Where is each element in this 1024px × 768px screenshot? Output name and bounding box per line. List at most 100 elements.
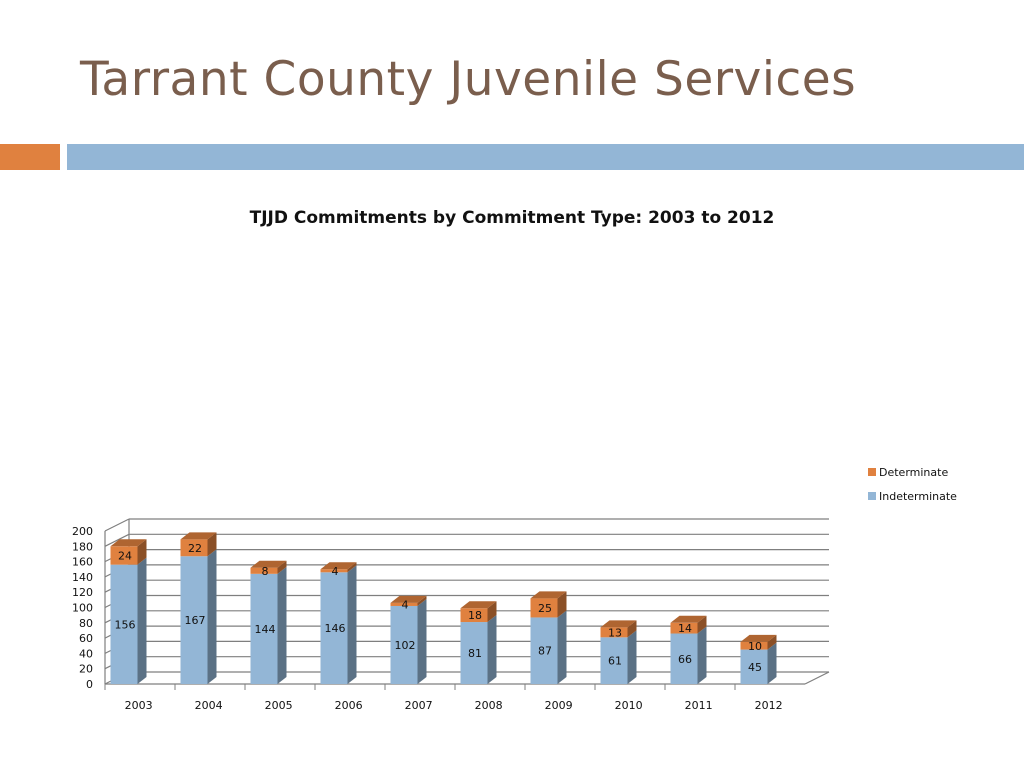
bar-segment-determinate — [320, 569, 348, 573]
bar-segment-indeterminate — [250, 573, 278, 684]
data-label: 14 — [678, 622, 692, 635]
x-tick-label: 2012 — [755, 699, 783, 712]
data-label: 25 — [538, 602, 552, 615]
x-tick-label: 2006 — [335, 699, 363, 712]
bar-segment-determinate — [110, 546, 138, 565]
x-tick-label: 2003 — [125, 699, 153, 712]
data-label: 81 — [468, 647, 482, 660]
bar-side-indeterminate — [557, 610, 567, 684]
accent-bar-orange — [0, 144, 60, 170]
legend-item-determinate: Determinate — [868, 460, 957, 484]
y-tick-label: 180 — [72, 540, 93, 553]
bar-segment-determinate — [250, 567, 278, 574]
bar-segment-indeterminate — [530, 617, 558, 684]
bar-side-indeterminate — [417, 598, 427, 684]
chart-title: TJJD Commitments by Commitment Type: 200… — [249, 208, 775, 228]
bar-segment-indeterminate — [600, 637, 628, 684]
x-tick-label: 2004 — [195, 699, 223, 712]
bar-segment-determinate — [740, 641, 768, 650]
y-tick-label: 100 — [72, 602, 93, 615]
bar-top-determinate — [320, 562, 357, 570]
bar-side-determinate — [697, 615, 707, 634]
bar-side-indeterminate — [277, 566, 287, 684]
data-label: 146 — [325, 622, 346, 635]
data-label: 13 — [608, 626, 622, 639]
bar-segment-determinate — [600, 627, 628, 638]
bar-segment-determinate — [530, 598, 558, 618]
bar-side-indeterminate — [137, 557, 147, 684]
bar-segment-indeterminate — [110, 564, 138, 684]
legend-swatch-determinate — [868, 468, 876, 476]
data-label: 156 — [115, 618, 136, 631]
accent-bar-blue — [67, 144, 1024, 170]
bar-top-determinate — [250, 560, 287, 568]
data-label: 102 — [395, 639, 416, 652]
bar-segment-determinate — [390, 602, 418, 606]
legend-label-indeterminate: Indeterminate — [879, 489, 957, 503]
y-tick-label: 80 — [79, 617, 93, 630]
y-tick-label: 160 — [72, 556, 93, 569]
bar-side-indeterminate — [767, 642, 777, 684]
bar-side-determinate — [767, 634, 777, 650]
bar-top-determinate — [390, 595, 427, 603]
legend-swatch-indeterminate — [868, 492, 876, 500]
bar-top-determinate — [460, 601, 497, 609]
data-label: 61 — [608, 655, 622, 668]
x-tick-label: 2011 — [685, 699, 713, 712]
bar-segment-indeterminate — [460, 622, 488, 684]
bar-segment-indeterminate — [740, 649, 768, 684]
x-tick-label: 2009 — [545, 699, 573, 712]
y-tick-label: 20 — [79, 663, 93, 676]
y-tick-label: 120 — [72, 586, 93, 599]
data-label: 4 — [402, 598, 409, 611]
y-tick-label: 0 — [86, 678, 93, 691]
data-label: 45 — [748, 661, 762, 674]
bar-top-determinate — [110, 539, 147, 547]
bar-segment-determinate — [460, 608, 488, 623]
bar-side-indeterminate — [697, 626, 707, 684]
bar-side-determinate — [417, 595, 427, 606]
x-tick-label: 2007 — [405, 699, 433, 712]
data-label: 22 — [188, 542, 202, 555]
bar-side-determinate — [627, 620, 637, 638]
bar-side-indeterminate — [627, 630, 637, 684]
bar-top-determinate — [530, 591, 567, 599]
bar-side-indeterminate — [207, 549, 217, 684]
data-label: 87 — [538, 645, 552, 658]
y-tick-label: 40 — [79, 647, 93, 660]
bar-side-determinate — [207, 532, 217, 557]
chart-legend: Determinate Indeterminate — [868, 460, 957, 508]
bar-side-determinate — [137, 539, 147, 565]
bar-segment-indeterminate — [180, 556, 208, 684]
bar-segment-determinate — [180, 539, 208, 557]
bar-side-determinate — [487, 601, 497, 623]
bar-segment-determinate — [670, 622, 698, 634]
slide-title: Tarrant County Juvenile Services — [80, 52, 857, 107]
grid-depth-line — [104, 533, 130, 547]
bar-segment-indeterminate — [390, 605, 418, 684]
grid-depth-line — [104, 518, 130, 532]
bar-side-determinate — [347, 562, 357, 573]
data-label: 18 — [468, 609, 482, 622]
bar-top-determinate — [180, 532, 217, 540]
bar-segment-indeterminate — [320, 572, 348, 684]
data-label: 144 — [255, 623, 276, 636]
y-tick-label: 60 — [79, 632, 93, 645]
data-label: 4 — [332, 565, 339, 578]
data-label: 10 — [748, 640, 762, 653]
data-label: 8 — [262, 565, 269, 578]
data-label: 66 — [678, 653, 692, 666]
bar-side-indeterminate — [347, 565, 357, 684]
bar-top-determinate — [740, 634, 777, 642]
x-tick-label: 2008 — [475, 699, 503, 712]
bar-side-determinate — [277, 560, 287, 574]
legend-label-determinate: Determinate — [879, 465, 949, 479]
data-label: 167 — [185, 614, 206, 627]
data-label: 24 — [118, 549, 132, 562]
x-tick-label: 2010 — [615, 699, 643, 712]
legend-item-indeterminate: Indeterminate — [868, 484, 957, 508]
bar-segment-indeterminate — [670, 633, 698, 684]
bar-side-determinate — [557, 591, 567, 618]
floor-side-edge — [804, 671, 830, 685]
